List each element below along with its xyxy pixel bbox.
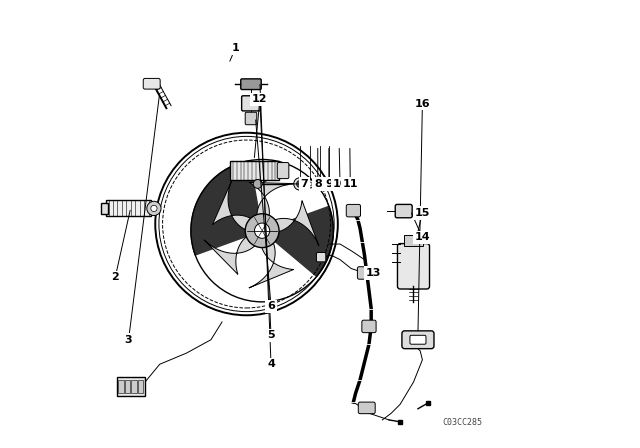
FancyBboxPatch shape — [362, 320, 376, 332]
Circle shape — [318, 182, 322, 186]
Text: 6: 6 — [267, 302, 275, 311]
Text: 5: 5 — [268, 330, 275, 340]
Text: 9: 9 — [325, 179, 333, 189]
FancyBboxPatch shape — [410, 335, 426, 344]
FancyBboxPatch shape — [402, 331, 434, 349]
Circle shape — [245, 214, 279, 248]
FancyBboxPatch shape — [357, 267, 372, 279]
Text: 16: 16 — [415, 99, 430, 109]
Text: 8: 8 — [314, 179, 322, 189]
FancyBboxPatch shape — [346, 204, 360, 217]
Polygon shape — [275, 201, 319, 246]
Circle shape — [147, 201, 161, 215]
Text: 12: 12 — [252, 95, 268, 104]
FancyBboxPatch shape — [116, 377, 145, 396]
Polygon shape — [249, 243, 294, 288]
Text: 4: 4 — [267, 359, 275, 369]
Text: C03CC285: C03CC285 — [442, 418, 483, 426]
Text: 3: 3 — [125, 335, 132, 345]
FancyBboxPatch shape — [396, 204, 412, 218]
Text: 15: 15 — [415, 208, 430, 218]
Circle shape — [253, 180, 262, 188]
Polygon shape — [204, 237, 255, 274]
Text: 2: 2 — [111, 272, 119, 282]
Polygon shape — [212, 180, 251, 229]
Polygon shape — [191, 160, 262, 255]
Polygon shape — [262, 207, 333, 276]
Circle shape — [151, 205, 157, 211]
Text: 1: 1 — [232, 43, 239, 53]
Circle shape — [296, 181, 303, 187]
FancyBboxPatch shape — [138, 380, 143, 393]
Circle shape — [327, 182, 331, 186]
Circle shape — [306, 180, 314, 188]
FancyBboxPatch shape — [131, 380, 137, 393]
FancyBboxPatch shape — [397, 244, 429, 289]
Text: 13: 13 — [365, 268, 381, 278]
FancyBboxPatch shape — [118, 380, 124, 393]
FancyBboxPatch shape — [230, 161, 278, 181]
FancyBboxPatch shape — [242, 96, 260, 111]
Polygon shape — [249, 182, 298, 215]
Text: 10: 10 — [332, 179, 348, 189]
FancyBboxPatch shape — [277, 163, 289, 179]
FancyBboxPatch shape — [404, 235, 423, 246]
Text: 7: 7 — [301, 179, 308, 189]
FancyBboxPatch shape — [241, 79, 261, 90]
FancyBboxPatch shape — [316, 253, 326, 262]
FancyBboxPatch shape — [106, 200, 151, 216]
Circle shape — [255, 223, 269, 238]
FancyBboxPatch shape — [245, 112, 257, 125]
FancyBboxPatch shape — [358, 402, 375, 414]
FancyBboxPatch shape — [125, 380, 130, 393]
Text: 14: 14 — [415, 233, 430, 242]
Circle shape — [316, 180, 324, 188]
FancyBboxPatch shape — [143, 78, 160, 89]
FancyBboxPatch shape — [100, 203, 108, 214]
Circle shape — [308, 182, 312, 186]
Circle shape — [294, 178, 306, 190]
Text: 11: 11 — [342, 179, 358, 189]
Circle shape — [325, 180, 333, 188]
